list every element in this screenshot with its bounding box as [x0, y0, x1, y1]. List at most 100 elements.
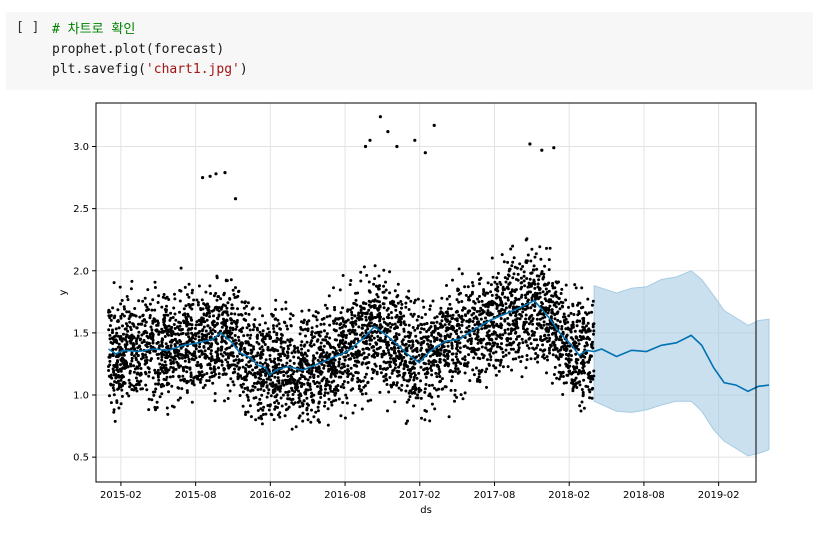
- data-point: [197, 374, 201, 378]
- data-point: [392, 368, 396, 372]
- data-point: [534, 346, 538, 350]
- data-point: [523, 307, 527, 311]
- data-point: [277, 401, 281, 405]
- data-point: [255, 354, 259, 358]
- data-point: [325, 377, 329, 381]
- data-point: [136, 322, 140, 326]
- data-point: [552, 373, 556, 376]
- data-point: [419, 348, 423, 352]
- data-point: [535, 322, 539, 326]
- data-point: [435, 354, 439, 358]
- data-point: [303, 327, 307, 331]
- data-point: [143, 296, 147, 300]
- data-point: [376, 353, 380, 357]
- data-point: [402, 373, 406, 377]
- data-point: [510, 368, 514, 372]
- data-point: [369, 398, 373, 402]
- data-point: [557, 297, 561, 300]
- data-point: [212, 358, 216, 362]
- data-point: [286, 397, 290, 401]
- data-point: [405, 400, 409, 404]
- data-point: [470, 337, 473, 341]
- data-point: [334, 349, 338, 353]
- data-point: [571, 389, 575, 393]
- data-point: [349, 279, 353, 282]
- data-point: [370, 377, 374, 380]
- data-point: [511, 357, 515, 361]
- data-point: [558, 348, 562, 352]
- data-point: [574, 357, 578, 361]
- data-point: [395, 381, 399, 385]
- data-point: [224, 358, 228, 362]
- data-point: [310, 408, 313, 412]
- data-point: [160, 337, 164, 341]
- code-cell[interactable]: [ ] # 차트로 확인 prophet.plot(forecast) plt.sa…: [6, 12, 813, 90]
- data-point: [489, 290, 493, 294]
- data-point: [259, 370, 263, 374]
- data-point: [541, 343, 545, 347]
- run-cell-button[interactable]: [ ]: [16, 20, 40, 35]
- data-point: [292, 370, 296, 374]
- data-point: [541, 290, 545, 294]
- data-point: [230, 303, 234, 307]
- data-point: [412, 404, 415, 408]
- data-point: [381, 302, 385, 306]
- data-point: [448, 350, 451, 354]
- data-point: [317, 333, 321, 337]
- data-point: [438, 370, 442, 374]
- data-point: [509, 313, 513, 317]
- data-point: [302, 321, 305, 325]
- data-point: [506, 296, 510, 300]
- data-point: [275, 331, 279, 335]
- data-point: [317, 392, 321, 396]
- data-point: [542, 323, 546, 327]
- data-point: [325, 351, 329, 355]
- data-point: [272, 349, 276, 353]
- data-point: [160, 343, 164, 347]
- data-point: [225, 318, 229, 322]
- data-point: [372, 349, 376, 353]
- data-point: [275, 393, 279, 397]
- data-point: [205, 318, 209, 322]
- data-point: [326, 355, 329, 358]
- data-point: [378, 364, 382, 368]
- data-point: [499, 324, 503, 328]
- data-point: [207, 309, 211, 313]
- data-point: [262, 405, 266, 409]
- data-point: [261, 349, 265, 353]
- data-point: [407, 323, 411, 327]
- data-point: [259, 377, 263, 381]
- data-point: [244, 413, 247, 416]
- data-point: [464, 314, 468, 318]
- data-point: [497, 309, 501, 313]
- data-point: [571, 320, 575, 324]
- data-point: [312, 343, 316, 347]
- data-point: [135, 337, 139, 341]
- data-point: [412, 312, 416, 316]
- data-point: [247, 360, 251, 364]
- data-point: [487, 313, 491, 317]
- code-editor[interactable]: # 차트로 확인 prophet.plot(forecast) plt.savefi…: [52, 20, 248, 80]
- data-point: [575, 324, 579, 328]
- data-point: [234, 341, 238, 345]
- data-point: [590, 345, 594, 349]
- data-point: [156, 356, 160, 360]
- data-point: [382, 284, 386, 288]
- data-point: [501, 355, 505, 359]
- data-point: [316, 385, 319, 388]
- data-point: [148, 332, 152, 336]
- data-point: [228, 389, 232, 393]
- data-point: [370, 334, 374, 338]
- data-point: [279, 339, 283, 343]
- data-point: [123, 307, 126, 311]
- data-point: [429, 340, 433, 343]
- data-point: [509, 332, 513, 335]
- data-point: [412, 386, 416, 390]
- data-point: [223, 399, 226, 403]
- data-point: [526, 298, 530, 302]
- data-point: [419, 379, 422, 383]
- data-point: [269, 336, 273, 340]
- data-point: [537, 312, 541, 316]
- data-point: [582, 378, 586, 382]
- data-point: [569, 330, 573, 334]
